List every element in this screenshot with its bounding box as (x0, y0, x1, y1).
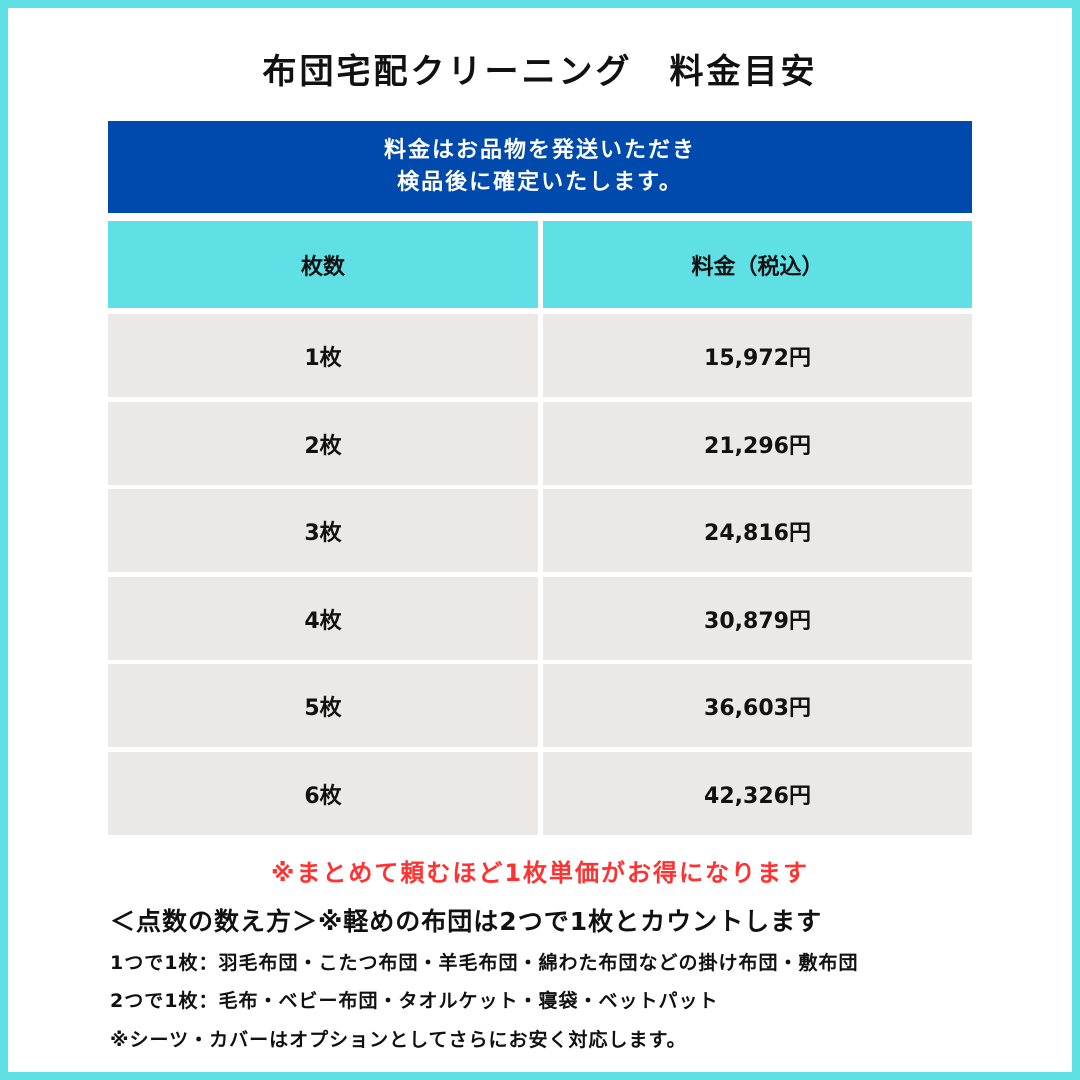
banner-line-1: 料金はお品物を発送いただき (383, 138, 696, 163)
table-cell-count: 4枚 (108, 577, 538, 660)
table-cell-price: 15,972円 (543, 314, 972, 397)
counting-line-2: 2つで1枚：毛布・ベビー布団・タオルケット・寝袋・ベットパット (110, 990, 719, 1012)
table-cell-price: 24,816円 (543, 489, 972, 572)
table-cell-price: 36,603円 (543, 664, 972, 747)
banner-line-2: 検品後に確定いたします。 (397, 170, 683, 195)
table-cell-count: 5枚 (108, 664, 538, 747)
counting-line-1: 1つで1枚：羽毛布団・こたつ布団・羊毛布団・綿わた布団などの掛け布団・敷布団 (110, 952, 859, 974)
notice-banner: 料金はお品物を発送いただき 検品後に確定いたします。 (108, 121, 972, 213)
table-cell-count: 2枚 (108, 402, 538, 485)
table-cell-price: 30,879円 (543, 577, 972, 660)
table-cell-count: 6枚 (108, 752, 538, 835)
table-cell-price: 21,296円 (543, 402, 972, 485)
header-price: 料金（税込） (543, 221, 972, 308)
header-count: 枚数 (108, 221, 538, 308)
page-title: 布団宅配クリーニング 料金目安 (262, 52, 818, 92)
table-cell-price: 42,326円 (543, 752, 972, 835)
discount-note: ※まとめて頼むほど1枚単価がお得になります (270, 859, 810, 887)
table-cell-count: 3枚 (108, 489, 538, 572)
counting-line-3: ※シーツ・カバーはオプションとしてさらにお安く対応します。 (110, 1029, 687, 1051)
table-cell-count: 1枚 (108, 314, 538, 397)
counting-heading: ＜点数の数え方＞※軽めの布団は2つで1枚とカウントします (110, 907, 823, 936)
